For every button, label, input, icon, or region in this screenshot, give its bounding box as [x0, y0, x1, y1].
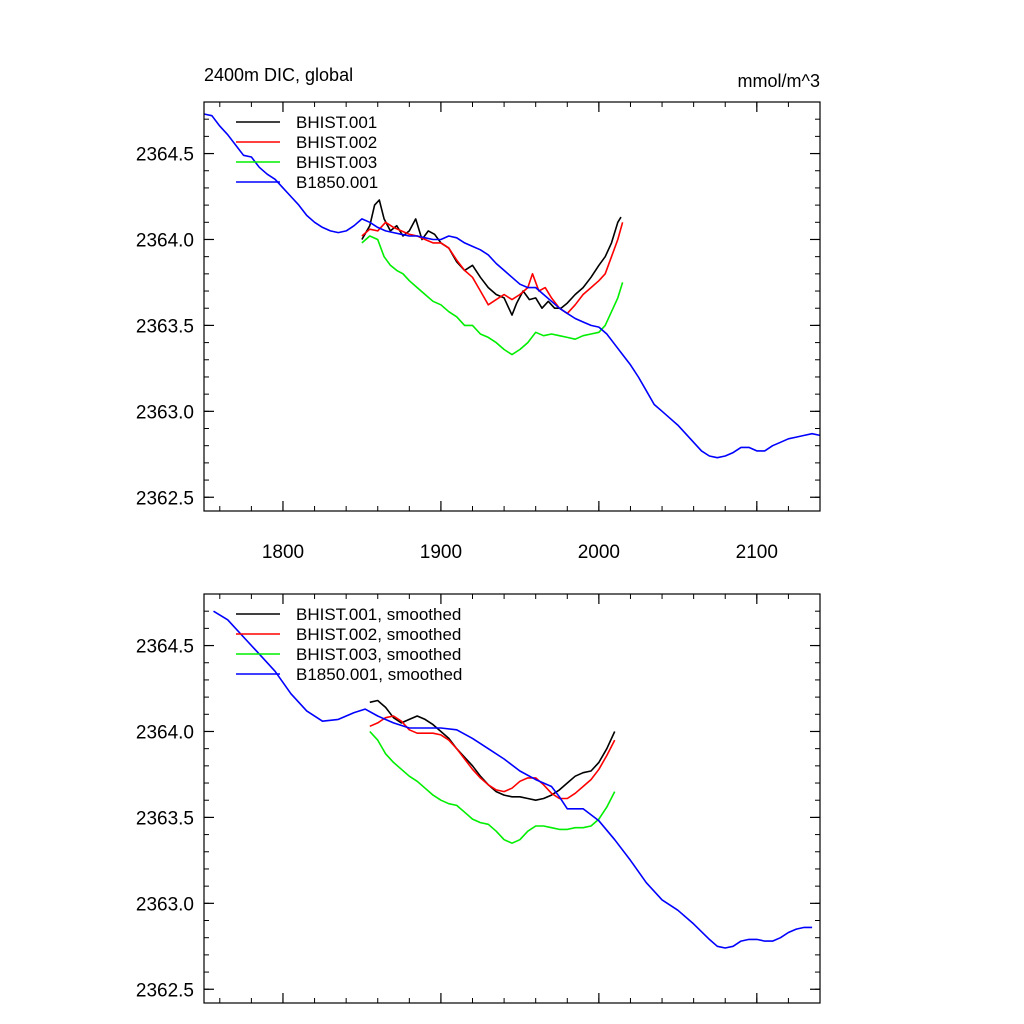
y-tick-label: 2363.5 [136, 316, 194, 337]
legend-label: BHIST.003, smoothed [296, 645, 461, 664]
series-line-b1850-001-smoothed [213, 610, 813, 949]
legend-label: B1850.001 [296, 173, 378, 192]
legend-label: BHIST.002, smoothed [296, 625, 461, 644]
series-line-bhist-003 [361, 235, 624, 356]
series-line-bhist-002-smoothed [369, 715, 616, 800]
legend-label: B1850.001, smoothed [296, 665, 462, 684]
plot-frame [203, 101, 821, 512]
series-line-bhist-002 [361, 221, 624, 315]
y-tick-label: 2364.0 [136, 722, 194, 743]
y-tick-label: 2364.5 [136, 637, 194, 658]
x-tick-label: 1900 [420, 542, 462, 563]
x-tick-label: 1800 [262, 542, 304, 563]
y-tick-label: 2364.0 [136, 230, 194, 251]
legend-label: BHIST.001, smoothed [296, 605, 461, 624]
series-line-b1850-001 [203, 113, 821, 459]
legend-label: BHIST.001 [296, 113, 377, 132]
y-tick-label: 2363.5 [136, 808, 194, 829]
y-tick-label: 2362.5 [136, 980, 194, 1001]
y-tick-label: 2362.5 [136, 488, 194, 509]
y-tick-label: 2363.0 [136, 402, 194, 423]
units-label: mmol/m^3 [738, 71, 820, 91]
y-tick-label: 2364.5 [136, 145, 194, 166]
series-line-bhist-003-smoothed [369, 730, 616, 845]
x-tick-label: 2000 [578, 542, 620, 563]
panel-raw: 2362.5 2363.0 2363.5 2364.0 2364.5 1800 1900 20… [136, 101, 821, 563]
x-tick-label: 2100 [736, 542, 778, 563]
panel-smoothed: 2362.5 2363.0 2363.5 2364.0 2364.5 BHIST.001,… [136, 593, 821, 1004]
plot-frame [203, 593, 821, 1004]
legend-label: BHIST.002 [296, 133, 377, 152]
chart-title: 2400m DIC, global [204, 65, 353, 85]
y-tick-label: 2363.0 [136, 894, 194, 915]
legend-label: BHIST.003 [296, 153, 377, 172]
